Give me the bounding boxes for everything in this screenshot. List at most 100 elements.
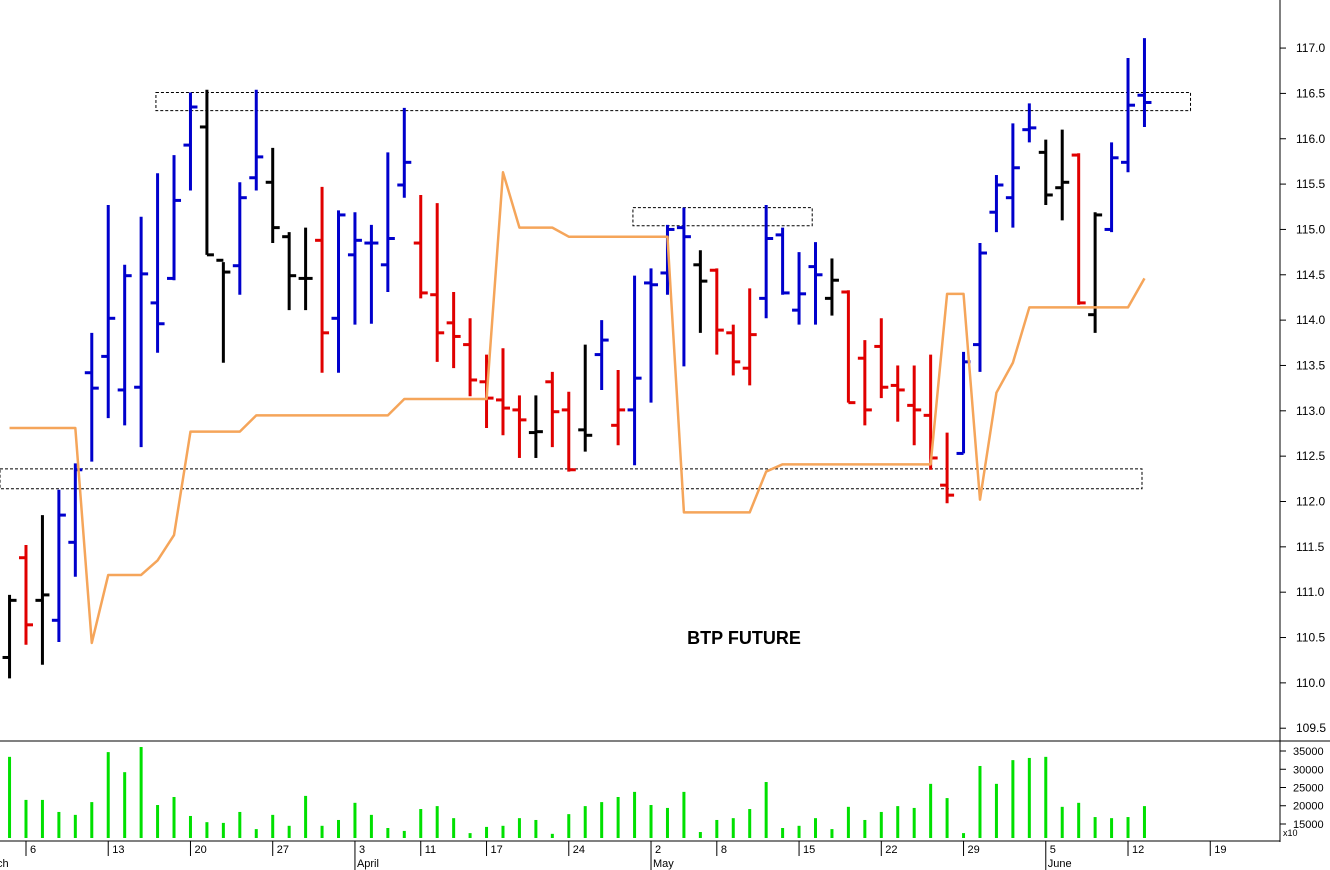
x-tick-label: 19 bbox=[1214, 844, 1226, 856]
volume-tick-label: 15000 bbox=[1293, 819, 1324, 831]
volume-tick-label: 30000 bbox=[1293, 764, 1324, 776]
volume-bar bbox=[879, 811, 883, 838]
y-tick-label: 109.5 bbox=[1296, 721, 1326, 735]
volume-bar bbox=[814, 818, 818, 838]
x-tick-label: 17 bbox=[491, 844, 503, 856]
volume-bar bbox=[731, 818, 735, 838]
volume-bar bbox=[386, 828, 390, 838]
y-tick-label: 113.5 bbox=[1296, 358, 1325, 372]
y-tick-label: 115.0 bbox=[1296, 222, 1325, 236]
volume-bar bbox=[1110, 818, 1114, 838]
volume-bar bbox=[550, 833, 554, 838]
volume-bar bbox=[929, 783, 933, 838]
volume-bar bbox=[57, 811, 61, 838]
volume-bar bbox=[1060, 806, 1064, 838]
volume-tick-label: 35000 bbox=[1293, 746, 1324, 758]
volume-bar bbox=[254, 829, 258, 838]
volume-bar bbox=[748, 809, 752, 838]
y-tick-label: 111.0 bbox=[1296, 585, 1325, 599]
y-tick-label: 113.0 bbox=[1296, 404, 1325, 418]
volume-bar bbox=[962, 833, 966, 838]
x-tick-label: 20 bbox=[194, 844, 206, 856]
volume-bar bbox=[156, 805, 160, 838]
volume-bar bbox=[139, 746, 143, 838]
y-tick-label: 114.5 bbox=[1296, 268, 1325, 282]
volume-bar bbox=[24, 799, 28, 838]
x-tick-label: 15 bbox=[803, 844, 815, 856]
month-label: June bbox=[1048, 858, 1072, 870]
volume-bar bbox=[40, 799, 44, 838]
volume-bar bbox=[665, 807, 669, 838]
y-tick-label: 116.0 bbox=[1296, 132, 1325, 146]
y-tick-label: 115.5 bbox=[1296, 177, 1325, 191]
volume-bar bbox=[600, 802, 604, 838]
y-tick-label: 112.0 bbox=[1296, 494, 1325, 508]
volume-bar bbox=[797, 825, 801, 838]
volume-bar bbox=[896, 806, 900, 838]
volume-bar bbox=[1077, 802, 1081, 838]
y-tick-label: 116.5 bbox=[1296, 86, 1325, 100]
volume-bar bbox=[271, 814, 275, 838]
x-tick-label: 8 bbox=[721, 844, 727, 856]
volume-bar bbox=[649, 805, 653, 838]
volume-bar bbox=[485, 826, 489, 838]
month-label: May bbox=[653, 858, 674, 870]
y-tick-label: 112.5 bbox=[1296, 449, 1325, 463]
y-tick-label: 110.0 bbox=[1296, 676, 1325, 690]
y-tick-label: 114.0 bbox=[1296, 313, 1325, 327]
volume-bar bbox=[353, 802, 357, 838]
chart-title: BTP FUTURE bbox=[687, 628, 801, 648]
y-tick-label: 110.5 bbox=[1296, 631, 1325, 645]
volume-bar bbox=[994, 783, 998, 838]
volume-bar bbox=[764, 782, 768, 838]
month-label: March bbox=[0, 858, 9, 870]
x-tick-label: 13 bbox=[112, 844, 124, 856]
x-tick-label: 2 bbox=[655, 844, 661, 856]
volume-tick-label: 20000 bbox=[1293, 801, 1324, 813]
volume-bar bbox=[435, 806, 439, 838]
volume-bar bbox=[1093, 817, 1097, 838]
volume-bar bbox=[517, 818, 521, 838]
volume-bar bbox=[1027, 757, 1031, 838]
volume-bar bbox=[73, 814, 77, 838]
y-tick-label: 117.0 bbox=[1296, 41, 1325, 55]
volume-bar bbox=[978, 765, 982, 838]
x-tick-label: 3 bbox=[359, 844, 365, 856]
x-tick-label: 27 bbox=[277, 844, 289, 856]
volume-bar bbox=[616, 796, 620, 838]
volume-bar bbox=[1044, 756, 1048, 838]
volume-bar bbox=[945, 798, 949, 838]
volume-bar bbox=[402, 830, 406, 838]
x-tick-label: 11 bbox=[425, 844, 436, 856]
volume-bar bbox=[468, 833, 472, 838]
volume-bar bbox=[1142, 806, 1146, 838]
x-tick-label: 24 bbox=[573, 844, 585, 856]
x-tick-label: 6 bbox=[30, 844, 36, 856]
volume-bar bbox=[172, 796, 176, 838]
volume-bar bbox=[419, 809, 423, 838]
price-zone bbox=[155, 92, 1192, 112]
volume-bar bbox=[320, 825, 324, 838]
x-tick-label: 29 bbox=[968, 844, 980, 856]
volume-bar bbox=[221, 822, 225, 838]
indicator-line bbox=[9, 171, 1146, 645]
x-tick-label: 22 bbox=[885, 844, 897, 856]
x-tick-label: 5 bbox=[1050, 844, 1056, 856]
volume-tick-label: 25000 bbox=[1293, 783, 1324, 795]
volume-bar bbox=[715, 819, 719, 838]
volume-bar bbox=[304, 795, 308, 838]
volume-bar bbox=[123, 772, 127, 838]
month-label: April bbox=[357, 858, 379, 870]
x-tick-label: 12 bbox=[1132, 844, 1144, 856]
volume-bar bbox=[238, 811, 242, 838]
volume-bar bbox=[682, 791, 686, 838]
volume-bar bbox=[8, 756, 12, 838]
volume-bar bbox=[106, 752, 110, 838]
volume-bar bbox=[1126, 817, 1130, 838]
volume-bar bbox=[501, 825, 505, 838]
volume-bar bbox=[633, 791, 637, 838]
y-tick-label: 111.5 bbox=[1296, 540, 1325, 554]
volume-bar bbox=[337, 819, 341, 838]
